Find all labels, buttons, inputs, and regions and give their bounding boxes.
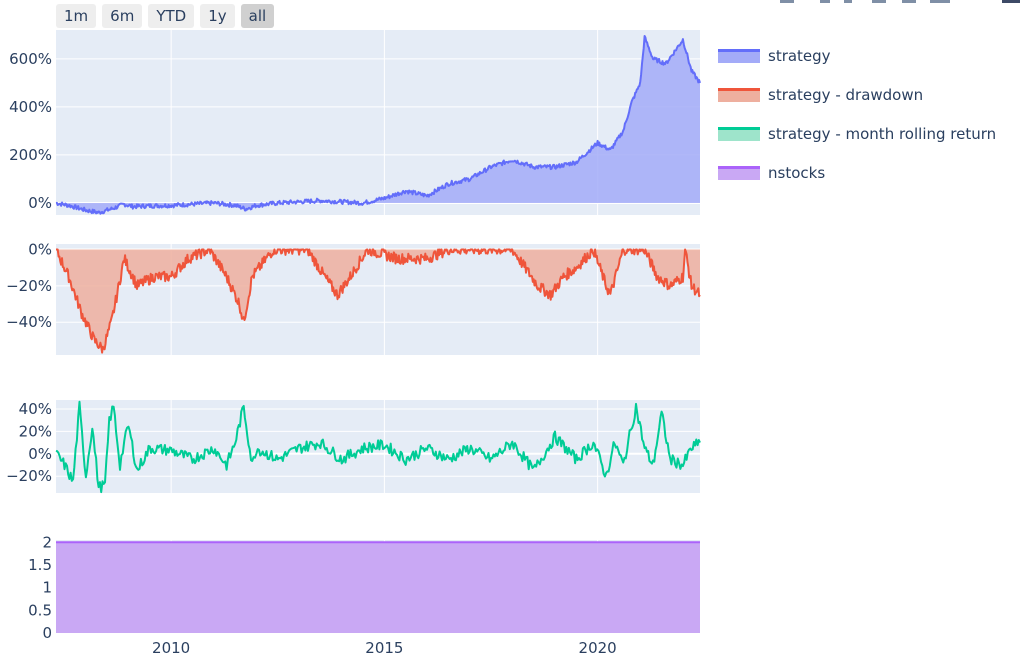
y-tick-label: 200% <box>9 146 52 164</box>
series-line <box>55 35 701 215</box>
series-area <box>56 36 700 214</box>
range-button-1m[interactable]: 1m <box>56 4 97 28</box>
zoom-in-icon[interactable] <box>872 0 886 3</box>
legend-item[interactable]: strategy - drawdown <box>718 75 996 114</box>
y-tick-label: 400% <box>9 98 52 116</box>
legend-swatch <box>718 165 760 180</box>
series-area <box>56 249 700 353</box>
range-button-1y[interactable]: 1y <box>200 4 235 28</box>
legend: strategy strategy - drawdown strategy - mo… <box>718 36 996 192</box>
legend-label: nstocks <box>768 163 826 182</box>
series-area <box>56 542 700 633</box>
modebar <box>780 0 1020 4</box>
series-line <box>55 248 701 354</box>
y-tick-label: 1 <box>42 579 52 597</box>
series-line <box>55 400 701 494</box>
legend-label: strategy - month rolling return <box>768 124 997 143</box>
y-tick-label: 1.5 <box>28 556 52 574</box>
range-button-all[interactable]: all <box>240 4 275 28</box>
zoom-out-icon[interactable] <box>902 0 916 3</box>
legend-label: strategy <box>768 46 831 65</box>
legend-swatch <box>718 126 760 141</box>
y-tick-label: 0% <box>28 240 52 258</box>
camera-icon[interactable] <box>780 0 794 3</box>
pan-icon[interactable] <box>844 0 852 3</box>
y-tick-label: 0% <box>28 194 52 212</box>
y-tick-label: −40% <box>6 313 52 331</box>
autoscale-icon[interactable] <box>930 0 950 3</box>
legend-swatch <box>718 48 760 63</box>
x-tick-label: 2015 <box>365 639 403 657</box>
legend-swatch <box>718 87 760 102</box>
plotly-logo-icon <box>1002 0 1020 3</box>
y-tick-label: 40% <box>19 400 52 418</box>
legend-item[interactable]: strategy - month rolling return <box>718 114 996 153</box>
legend-item[interactable]: strategy <box>718 36 996 75</box>
range-selector: 1m 6m YTD 1y all <box>56 4 275 28</box>
x-tick-label: 2020 <box>579 639 617 657</box>
y-tick-label: 0 <box>42 624 52 642</box>
y-tick-label: 20% <box>19 422 52 440</box>
range-button-6m[interactable]: 6m <box>102 4 143 28</box>
y-tick-label: −20% <box>6 277 52 295</box>
y-tick-label: −20% <box>6 467 52 485</box>
y-tick-label: 0% <box>28 445 52 463</box>
zoom-icon[interactable] <box>820 0 830 3</box>
x-tick-label: 2010 <box>152 639 190 657</box>
y-tick-label: 600% <box>9 50 52 68</box>
y-tick-label: 0.5 <box>28 601 52 619</box>
legend-label: strategy - drawdown <box>768 85 924 104</box>
legend-item[interactable]: nstocks <box>718 153 996 192</box>
y-tick-label: 2 <box>42 533 52 551</box>
range-button-ytd[interactable]: YTD <box>148 4 195 28</box>
